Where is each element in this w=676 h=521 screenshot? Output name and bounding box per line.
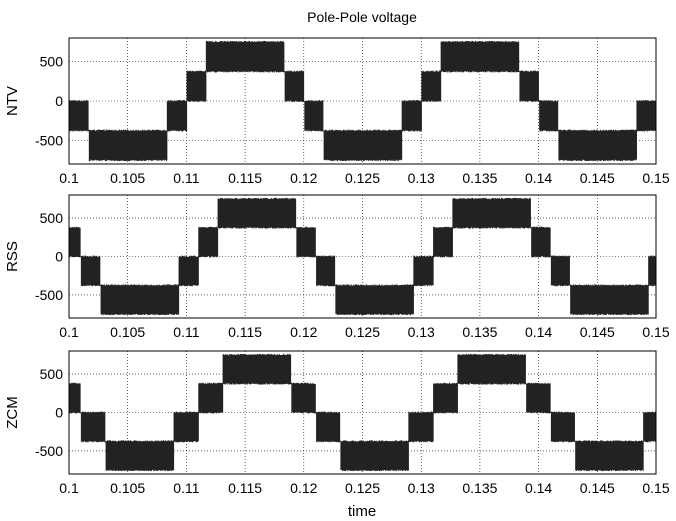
ntv-xtick-label: 0.135: [462, 170, 497, 186]
rss-xtick-label: 0.13: [408, 324, 435, 340]
rss-xtick-label: 0.105: [110, 324, 145, 340]
zcm-xtick-label: 0.115: [228, 480, 262, 496]
rss-ytick-label: 0: [55, 249, 63, 265]
ntv-ytick-label: 0: [55, 93, 63, 109]
zcm-ytick-label: 500: [40, 366, 64, 382]
ntv-xtick-label: 0.145: [580, 170, 615, 186]
rss-xtick-label: 0.1: [59, 324, 79, 340]
zcm-ytick-label: 0: [55, 405, 63, 421]
ntv-xtick-label: 0.11: [173, 170, 199, 186]
subplot-ntv: 0.1 0.105 0.11 0.115 0.12 0.125 0.13 0.135 0.14 0…: [4, 37, 670, 186]
rss-xtick-label: 0.11: [173, 324, 199, 340]
zcm-axes-frame: [68, 350, 657, 475]
zcm-xtick-label: 0.125: [345, 480, 380, 496]
ntv-xtick-label: 0.12: [290, 170, 317, 186]
rss-xtick-label: 0.15: [642, 324, 669, 340]
ntv-waveform: [68, 40, 657, 162]
zcm-xtick-label: 0.145: [580, 480, 615, 496]
zcm-xtick-label: 0.11: [173, 480, 199, 496]
rss-xtick-label: 0.125: [345, 324, 380, 340]
ntv-xtick-label: 0.15: [642, 170, 669, 186]
ntv-xtick-label: 0.125: [345, 170, 380, 186]
rss-ylabel: RSS: [4, 241, 21, 272]
ntv-xtick-label: 0.1: [59, 170, 79, 186]
rss-xtick-label: 0.12: [290, 324, 317, 340]
ntv-xtick-label: 0.13: [408, 170, 435, 186]
ntv-ylabel: NTV: [4, 86, 21, 116]
zcm-xtick-label: 0.14: [525, 480, 552, 496]
ntv-xtick-label: 0.14: [525, 170, 552, 186]
subplot-rss: 0.1 0.105 0.11 0.115 0.12 0.125 0.13 0.135 0.14 0…: [4, 194, 670, 340]
zcm-xtick-label: 0.105: [110, 480, 145, 496]
zcm-xtick-label: 0.12: [290, 480, 317, 496]
zcm-ytick-label: -500: [35, 443, 63, 459]
ntv-axes-frame: [68, 37, 657, 165]
zcm-xtick-label: 0.1: [59, 480, 79, 496]
zcm-xtick-label: 0.135: [462, 480, 497, 496]
subplot-zcm: 0.1 0.105 0.11 0.115 0.12 0.125 0.13 0.135 0.14 0…: [4, 350, 670, 496]
zcm-waveform: [68, 353, 657, 472]
rss-ytick-label: 500: [40, 210, 64, 226]
ntv-xtick-label: 0.105: [110, 170, 145, 186]
rss-xtick-label: 0.135: [462, 324, 497, 340]
ntv-xtick-label: 0.115: [228, 170, 262, 186]
x-axis-label: time: [348, 503, 376, 520]
rss-xtick-label: 0.14: [525, 324, 552, 340]
rss-axes-frame: [68, 194, 657, 319]
rss-waveform: [68, 197, 657, 316]
rss-xtick-label: 0.115: [228, 324, 262, 340]
rss-ytick-label: -500: [35, 287, 63, 303]
ntv-ytick-label: -500: [35, 132, 63, 148]
figure-title: Pole-Pole voltage: [307, 9, 417, 25]
ntv-ytick-label: 500: [40, 54, 64, 70]
zcm-xtick-label: 0.15: [642, 480, 669, 496]
zcm-xtick-label: 0.13: [408, 480, 435, 496]
rss-xtick-label: 0.145: [580, 324, 615, 340]
zcm-ylabel: ZCM: [4, 396, 21, 429]
